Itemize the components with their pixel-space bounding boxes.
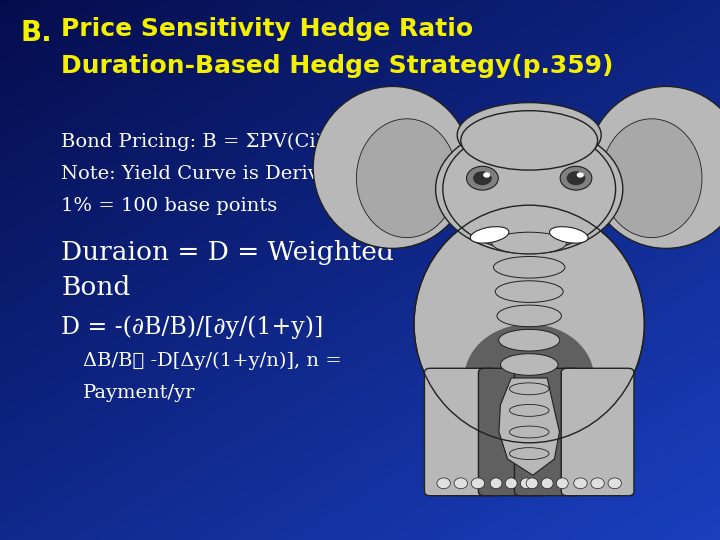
FancyBboxPatch shape xyxy=(425,368,498,496)
Text: Price Sensitivity Hedge Ratio: Price Sensitivity Hedge Ratio xyxy=(61,17,473,41)
FancyBboxPatch shape xyxy=(515,368,580,496)
Ellipse shape xyxy=(495,281,563,302)
Ellipse shape xyxy=(454,478,467,489)
Ellipse shape xyxy=(414,205,644,443)
Ellipse shape xyxy=(457,103,601,167)
Circle shape xyxy=(567,171,585,185)
Ellipse shape xyxy=(557,478,568,489)
Text: D = -(∂B/B)/[∂y/(1+y)]: D = -(∂B/B)/[∂y/(1+y)] xyxy=(61,316,323,340)
Text: Bond Pricing: B = ΣPV(Ci) + PV(Par) @ Yield y: Bond Pricing: B = ΣPV(Ci) + PV(Par) @ Yi… xyxy=(61,132,526,151)
FancyBboxPatch shape xyxy=(478,368,544,496)
Ellipse shape xyxy=(541,478,553,489)
Text: Note: Yield Curve is Derived from ys (IRR): Note: Yield Curve is Derived from ys (IR… xyxy=(61,165,482,183)
Circle shape xyxy=(560,166,592,190)
Circle shape xyxy=(483,172,490,178)
Ellipse shape xyxy=(490,478,502,489)
Ellipse shape xyxy=(497,305,562,327)
Ellipse shape xyxy=(492,232,567,254)
Text: B.: B. xyxy=(20,19,52,47)
Circle shape xyxy=(577,172,584,178)
Ellipse shape xyxy=(505,478,517,489)
Ellipse shape xyxy=(470,227,509,243)
Text: Bond: Bond xyxy=(61,275,130,300)
Ellipse shape xyxy=(461,111,598,170)
Text: Duration-Based Hedge Strategy(p.359): Duration-Based Hedge Strategy(p.359) xyxy=(61,54,613,78)
Ellipse shape xyxy=(493,256,565,278)
Ellipse shape xyxy=(526,478,538,489)
Ellipse shape xyxy=(608,478,621,489)
Ellipse shape xyxy=(436,124,623,254)
Ellipse shape xyxy=(500,354,558,375)
Text: ΔB/B≅ -D[Δy/(1+y/n)], n =: ΔB/B≅ -D[Δy/(1+y/n)], n = xyxy=(83,352,341,370)
Circle shape xyxy=(467,166,498,190)
FancyBboxPatch shape xyxy=(562,368,634,496)
Ellipse shape xyxy=(521,478,532,489)
Ellipse shape xyxy=(601,119,702,238)
Ellipse shape xyxy=(356,119,457,238)
Ellipse shape xyxy=(437,478,451,489)
Circle shape xyxy=(473,171,492,185)
Text: 1% = 100 base points: 1% = 100 base points xyxy=(61,197,277,215)
Ellipse shape xyxy=(549,227,588,243)
Text: Duraion = D = Weighted: Duraion = D = Weighted xyxy=(61,240,394,265)
Ellipse shape xyxy=(313,86,472,248)
Ellipse shape xyxy=(499,329,559,351)
Ellipse shape xyxy=(464,324,594,432)
Ellipse shape xyxy=(574,478,588,489)
Text: Payment/yr: Payment/yr xyxy=(83,384,195,402)
Ellipse shape xyxy=(443,127,616,251)
Ellipse shape xyxy=(471,478,485,489)
Ellipse shape xyxy=(591,478,604,489)
Ellipse shape xyxy=(587,86,720,248)
Polygon shape xyxy=(499,378,559,475)
